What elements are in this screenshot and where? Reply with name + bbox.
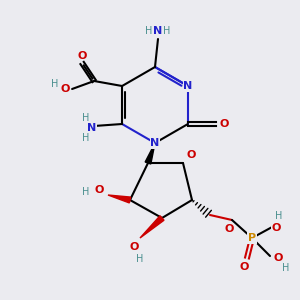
Text: H: H	[163, 26, 171, 36]
Text: H: H	[82, 133, 90, 143]
Text: H: H	[51, 79, 59, 89]
Text: H: H	[282, 263, 290, 273]
Text: O: O	[129, 242, 139, 252]
Text: P: P	[248, 233, 256, 243]
Text: H: H	[82, 187, 90, 197]
Text: O: O	[224, 224, 234, 234]
Text: H: H	[275, 211, 283, 221]
Text: O: O	[60, 84, 70, 94]
Text: N: N	[183, 81, 193, 91]
Text: O: O	[77, 51, 87, 61]
Text: O: O	[219, 119, 229, 129]
Text: O: O	[94, 185, 104, 195]
Text: O: O	[239, 262, 249, 272]
Text: H: H	[82, 113, 90, 123]
Text: N: N	[150, 138, 160, 148]
Text: N: N	[153, 26, 163, 36]
Polygon shape	[140, 216, 164, 238]
Text: H: H	[145, 26, 153, 36]
Text: O: O	[186, 150, 196, 160]
Text: O: O	[273, 253, 283, 263]
Polygon shape	[108, 195, 131, 203]
Text: N: N	[88, 123, 97, 133]
Text: O: O	[271, 223, 281, 233]
Polygon shape	[145, 143, 155, 164]
Text: H: H	[136, 254, 144, 264]
